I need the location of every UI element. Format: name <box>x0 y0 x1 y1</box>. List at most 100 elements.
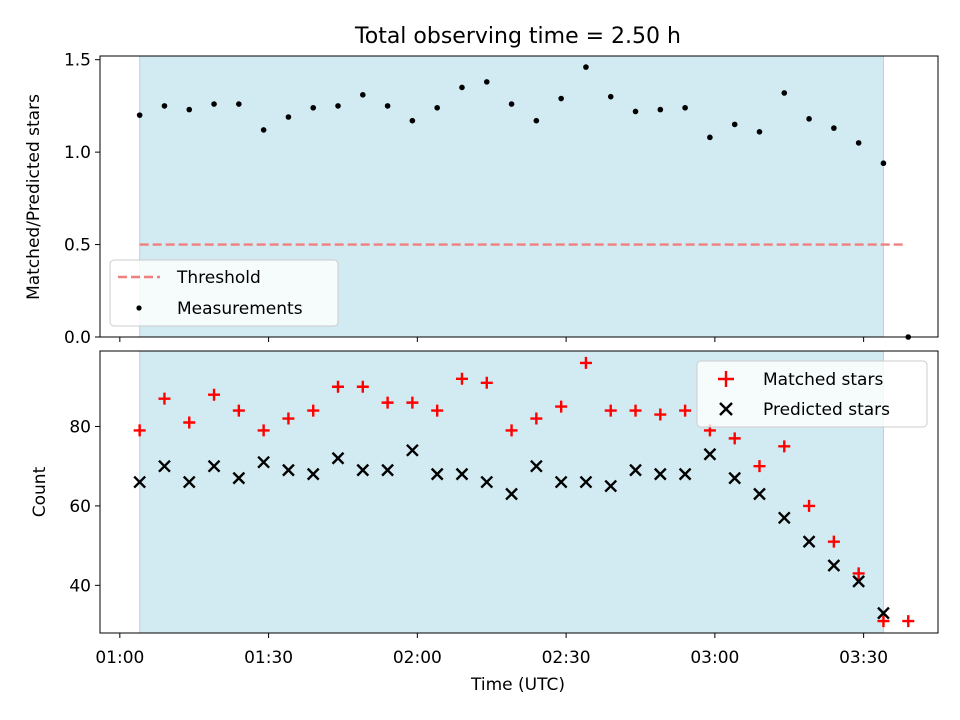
predicted-star-point <box>430 467 444 481</box>
measurement-point <box>236 101 242 107</box>
measurement-point <box>558 95 564 102</box>
predicted-star-point <box>877 606 890 620</box>
matched-star-point <box>877 615 890 628</box>
measurement-point <box>855 140 862 146</box>
measurement-point <box>880 160 887 167</box>
measurement-point <box>533 117 540 124</box>
measurement-point <box>806 116 812 122</box>
predicted-star-point <box>579 475 593 489</box>
predicted-star-point <box>282 463 295 477</box>
top-y-ticks: 0.0 0.5 1.0 1.5 <box>64 51 100 348</box>
matched-star-point <box>629 404 642 417</box>
bottom-legend: Matched stars Predicted stars <box>696 360 928 428</box>
measurement-point <box>731 121 738 128</box>
bottom-axes-frame <box>99 350 939 634</box>
matched-star-point <box>158 392 171 405</box>
predicted-star-point <box>827 559 841 572</box>
legend-predicted-swatch <box>719 402 733 416</box>
matched-star-point <box>604 404 617 417</box>
y-tick-label: 1.5 <box>64 51 91 71</box>
matched-star-point <box>827 535 840 548</box>
predicted-star-point <box>678 467 692 481</box>
measurement-point <box>607 93 614 100</box>
measurement-point <box>360 92 366 98</box>
matched-star-point <box>431 404 444 417</box>
top-panel: 0.0 0.5 1.0 1.5 Matched/Predicted stars Thr… <box>24 51 939 348</box>
matched-star-point <box>455 372 468 385</box>
matched-star-point <box>183 416 196 429</box>
measurement-point <box>756 128 763 135</box>
predicted-star-point <box>381 463 394 477</box>
legend-measurements-swatch <box>136 305 142 311</box>
measurement-point <box>682 104 688 111</box>
predicted-star-point <box>306 467 320 481</box>
x-tick-label: 01:00 <box>95 648 144 668</box>
matched-star-point <box>679 404 692 417</box>
matched-star-point <box>902 615 915 628</box>
matched-star-point <box>332 380 345 393</box>
predicted-star-point <box>852 575 866 588</box>
matched-star-point <box>208 388 221 401</box>
x-tick-label: 03:30 <box>839 648 888 668</box>
predicted-star-point <box>554 475 568 489</box>
measurement-point <box>583 64 589 70</box>
top-y-axis-label: Matched/Predicted stars <box>24 94 44 300</box>
matched-star-point <box>654 408 667 421</box>
matched-star-point <box>530 412 543 425</box>
measurement-point <box>186 106 193 113</box>
measurement-point <box>211 101 217 107</box>
top-legend: Threshold Measurements <box>109 259 339 327</box>
y-tick-label: 0.0 <box>64 328 91 348</box>
bottom-y-axis-label: Count <box>30 466 50 517</box>
matched-star-point <box>406 396 419 409</box>
x-tick-label: 02:00 <box>393 648 442 668</box>
x-tick-label: 03:00 <box>690 648 739 668</box>
legend-matched-label: Matched stars <box>763 370 883 390</box>
predicted-star-point <box>604 479 618 493</box>
predicted-star-point <box>207 459 221 473</box>
predicted-star-point <box>232 471 246 485</box>
matched-stars-series <box>133 356 915 628</box>
predicted-star-point <box>257 455 270 469</box>
predicted-star-point <box>133 475 147 489</box>
matched-star-point <box>282 412 295 425</box>
predicted-stars-series <box>133 443 890 620</box>
measurement-point <box>310 104 317 111</box>
bottom-x-ticks: 01:00 01:30 02:00 02:30 03:00 03:30 <box>95 633 888 668</box>
y-tick-label: 80 <box>69 417 91 437</box>
measurement-point <box>384 103 391 109</box>
measurement-point <box>657 106 664 113</box>
figure-title: Total observing time = 2.50 h <box>354 24 681 49</box>
measurement-point <box>508 101 515 107</box>
y-tick-label: 40 <box>69 576 91 596</box>
measurement-point <box>459 84 465 91</box>
predicted-star-point <box>777 511 791 525</box>
predicted-star-point <box>455 467 469 481</box>
predicted-star-point <box>505 487 518 501</box>
predicted-star-point <box>331 451 345 465</box>
predicted-star-point <box>158 459 171 473</box>
top-legend-box <box>109 259 339 327</box>
measurement-point <box>434 104 440 111</box>
predicted-star-point <box>802 535 816 548</box>
matched-star-point <box>555 400 568 413</box>
predicted-star-point <box>629 463 642 477</box>
predicted-star-point <box>703 447 717 461</box>
matched-star-point <box>803 499 816 512</box>
measurement-point <box>831 125 837 131</box>
matched-star-point <box>728 432 741 445</box>
predicted-star-point <box>182 475 196 489</box>
measurement-point <box>707 134 713 141</box>
measurement-point <box>409 117 416 124</box>
matched-star-point <box>505 424 518 437</box>
predicted-star-point <box>728 471 742 485</box>
y-tick-label: 0.5 <box>64 236 91 256</box>
measurement-point <box>136 112 143 118</box>
x-tick-label: 02:30 <box>542 648 591 668</box>
matched-star-point <box>852 567 865 580</box>
predicted-star-point <box>653 467 667 481</box>
matched-star-point <box>381 396 394 409</box>
legend-matched-swatch <box>718 371 734 387</box>
legend-predicted-label: Predicted stars <box>763 400 890 420</box>
